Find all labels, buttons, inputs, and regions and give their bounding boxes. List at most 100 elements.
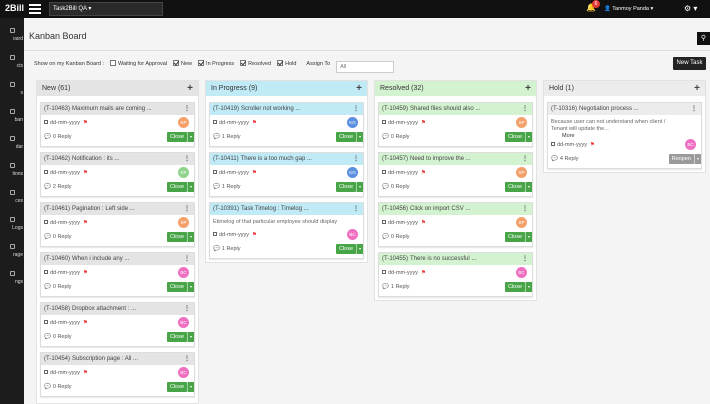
button-dropdown[interactable]: ▾ (187, 182, 194, 192)
sidebar-item[interactable]: ngs (14, 279, 23, 285)
card-header: (T-10459) Shared files should also ... ⋮ (379, 103, 532, 115)
task-title: Negotiation process ... (579, 106, 639, 112)
task-card[interactable]: (T-10455) There is no successful ... ⋮ dd-m… (378, 252, 533, 297)
sidebar-item[interactable]: rage (12, 252, 23, 258)
card-menu[interactable]: ⋮ (522, 256, 528, 262)
filter-option[interactable]: In Progress (198, 60, 234, 67)
card-header: (T-10460) When i include any ... ⋮ (41, 253, 194, 265)
status-button[interactable]: Close ▾ (166, 182, 194, 192)
button-dropdown[interactable]: ▾ (525, 232, 532, 242)
flag-icon: ⚑ (420, 220, 426, 226)
sidebar-item[interactable]: ban (14, 117, 23, 123)
button-dropdown[interactable]: ▾ (356, 132, 363, 142)
status-button[interactable]: Close ▾ (335, 244, 363, 254)
sidebar-item[interactable]: dar (15, 144, 23, 150)
filter-option[interactable]: Hold (277, 60, 296, 67)
card-menu[interactable]: ⋮ (522, 206, 528, 212)
button-dropdown[interactable]: ▾ (187, 332, 194, 342)
status-button[interactable]: Close ▾ (166, 232, 194, 242)
button-dropdown[interactable]: ▾ (525, 182, 532, 192)
sidebar-item[interactable]: ces (15, 198, 23, 204)
button-dropdown[interactable]: ▾ (187, 282, 194, 292)
add-card[interactable]: + (525, 83, 531, 94)
calendar-icon (44, 270, 48, 274)
card-menu[interactable]: ⋮ (184, 106, 190, 112)
button-label: Close (169, 134, 184, 140)
button-dropdown[interactable]: ▾ (356, 182, 363, 192)
add-card[interactable]: + (356, 83, 362, 94)
add-card[interactable]: + (694, 83, 700, 94)
card-menu[interactable]: ⋮ (353, 106, 359, 112)
avatar: SP (516, 217, 527, 228)
bell[interactable]: 🔔 (586, 3, 596, 12)
task-card[interactable]: (T-10463) Maximum mails are coming ... ⋮ dd… (40, 102, 195, 147)
task-card[interactable]: (T-10457) Need to improve the ... ⋮ dd-mm-y… (378, 152, 533, 197)
add-card[interactable]: + (187, 83, 193, 94)
sidebar-item[interactable]: s (20, 90, 24, 96)
card-menu[interactable]: ⋮ (184, 206, 190, 212)
status-button[interactable]: Close ▾ (504, 232, 532, 242)
page-title: Kanban Board (29, 31, 87, 41)
task-card[interactable]: (T-10462) Notification : its ... ⋮ dd-mm-yy… (40, 152, 195, 197)
status-button[interactable]: Reopen ▾ (668, 154, 701, 164)
reply-row: 💬 0 Reply (44, 134, 72, 140)
option-label: Resolved (248, 61, 272, 67)
assign-select[interactable]: All (336, 61, 395, 73)
task-card[interactable]: (T-10454) Subscription page : All ... ⋮ dd-… (40, 352, 195, 397)
status-button[interactable]: Close ▾ (166, 332, 194, 342)
sidebar-item[interactable]: oard (12, 36, 23, 42)
button-dropdown[interactable]: ▾ (525, 132, 532, 142)
search-button[interactable]: ⚲ (697, 32, 710, 45)
task-card[interactable]: (T-10411) There is a too much gap ... ⋮ dd-… (209, 152, 364, 197)
task-card[interactable]: (T-10461) Pagination : Left side ... ⋮ dd-m… (40, 202, 195, 247)
comment-icon: 💬 (44, 284, 51, 290)
option-label: In Progress (206, 61, 235, 67)
settings[interactable]: ⚙ ▾ (684, 4, 698, 13)
card-menu[interactable]: ⋮ (353, 156, 359, 162)
status-button[interactable]: Close ▾ (504, 182, 532, 192)
task-card[interactable]: (T-10456) Click on import CSV ... ⋮ dd-mm-y… (378, 202, 533, 247)
status-button[interactable]: Close ▾ (166, 132, 194, 142)
filter-option[interactable]: Waiting for Approval (110, 60, 167, 67)
new-task-button[interactable]: New Task (673, 57, 706, 70)
filter-option[interactable]: Resolved (240, 60, 271, 67)
task-card[interactable]: (T-10460) When i include any ... ⋮ dd-mm-yy… (40, 252, 195, 297)
button-dropdown[interactable]: ▾ (187, 132, 194, 142)
button-dropdown[interactable]: ▾ (187, 382, 194, 392)
button-dropdown[interactable]: ▾ (356, 244, 363, 254)
card-menu[interactable]: ⋮ (691, 106, 697, 112)
status-button[interactable]: Close ▾ (166, 282, 194, 292)
sidebar-item[interactable]: tions (12, 171, 23, 177)
card-menu[interactable]: ⋮ (522, 156, 528, 162)
button-dropdown[interactable]: ▾ (525, 282, 532, 292)
status-button[interactable]: Close ▾ (335, 132, 363, 142)
card-menu[interactable]: ⋮ (184, 156, 190, 162)
option-label: Waiting for Approval (118, 61, 168, 67)
button-dropdown[interactable]: ▾ (187, 232, 194, 242)
card-menu[interactable]: ⋮ (184, 256, 190, 262)
task-card[interactable]: (T-10419) Scroller not working ... ⋮ dd-mm-… (209, 102, 364, 147)
status-button[interactable]: Close ▾ (335, 182, 363, 192)
more-link[interactable]: More (562, 133, 575, 139)
status-button[interactable]: Close ▾ (504, 282, 532, 292)
card-menu[interactable]: ⋮ (353, 206, 359, 212)
filter-option[interactable]: New (173, 60, 192, 67)
card-menu[interactable]: ⋮ (184, 306, 190, 312)
status-button[interactable]: Close ▾ (166, 382, 194, 392)
card-menu[interactable]: ⋮ (522, 106, 528, 112)
button-dropdown[interactable]: ▾ (694, 154, 701, 164)
card-menu[interactable]: ⋮ (184, 356, 190, 362)
status-button[interactable]: Close ▾ (504, 132, 532, 142)
kanban-column: New (61) + (T-10463) Maximum mails are comi… (36, 80, 199, 404)
task-card[interactable]: (T-10316) Negotiation process ... ⋮ Because… (547, 102, 702, 169)
reply-row: 💬 1 Reply (382, 284, 410, 290)
user-menu[interactable]: 👤 Tanmoy Panda ▾ (604, 6, 654, 12)
menu-toggle[interactable] (29, 4, 41, 14)
sidebar-item[interactable]: cts (16, 63, 23, 69)
task-card[interactable]: (T-10459) Shared files should also ... ⋮ dd… (378, 102, 533, 147)
project-select[interactable]: Task2Bill QA ▾ (49, 2, 163, 16)
task-card[interactable]: (T-10391) Task Timelog : Timelog ... ⋮ Etim… (209, 202, 364, 259)
sidebar-item[interactable]: Logs (12, 225, 23, 231)
button-label: Close (338, 134, 353, 140)
task-card[interactable]: (T-10458) Dropbox attachment : ... ⋮ dd-mm-… (40, 302, 195, 347)
